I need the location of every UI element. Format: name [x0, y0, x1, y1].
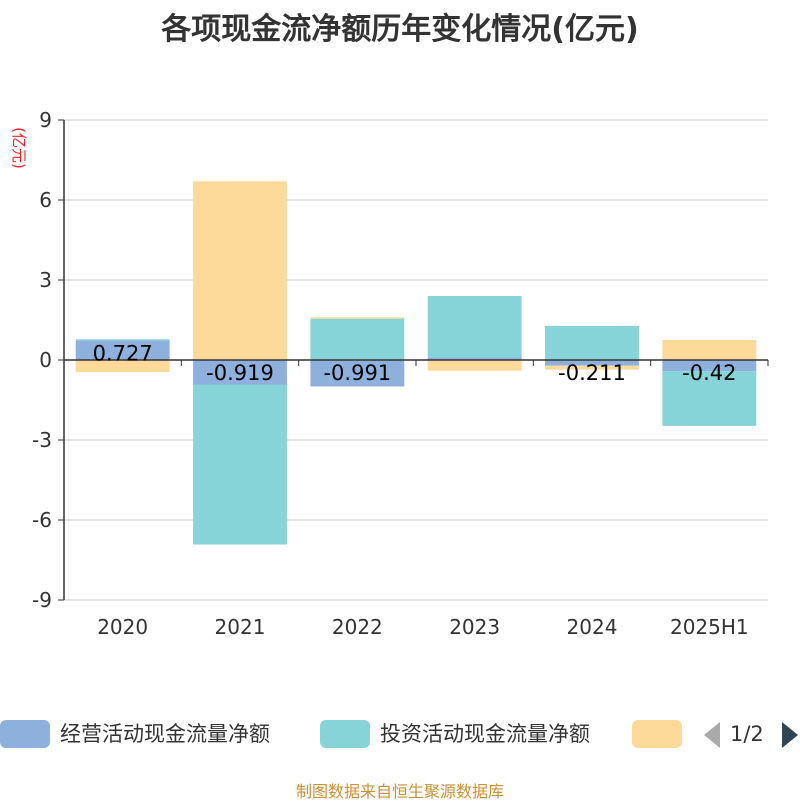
bar: [427, 296, 522, 358]
bar: [75, 339, 170, 341]
legend: 经营活动现金流量净额 投资活动现金流量净额 1/2: [0, 712, 800, 756]
bar: [75, 340, 170, 360]
source-note: 制图数据来自恒生聚源数据库: [295, 782, 504, 801]
bar: [193, 181, 287, 360]
legend-page-indicator: 1/2: [730, 722, 764, 746]
y-axis-unit-label: (亿元): [10, 127, 28, 169]
x-tick-label: 2023: [449, 615, 500, 639]
y-tick-label: 3: [39, 268, 52, 292]
legend-label: 投资活动现金流量净额: [380, 722, 590, 746]
axes: [58, 119, 769, 601]
y-tick-label: -6: [32, 508, 52, 532]
bar: [310, 317, 405, 319]
y-tick-label: 9: [39, 108, 52, 132]
bar: [310, 318, 405, 360]
bar: [427, 357, 522, 360]
tick-labels: 9 6 3 0 -3 -6 -9 2020 2021 2022 2023 2024 2025H1: [32, 108, 749, 639]
x-tick-label: 2022: [332, 615, 383, 639]
bar: [193, 384, 287, 545]
data-label: 0.727: [93, 342, 153, 366]
chart-svg: 9 6 3 0 -3 -6 -9 2020 2021 2022 2023 2024 2025H1 0.7…: [10, 108, 769, 639]
y-tick-label: 0: [39, 348, 52, 372]
chart-title: 各项现金流净额历年变化情况(亿元): [161, 12, 639, 47]
legend-next-page-icon[interactable]: [782, 722, 798, 748]
bar: [427, 360, 522, 371]
bar: [545, 360, 639, 366]
bar: [310, 360, 405, 387]
legend-swatch: [0, 720, 50, 748]
y-tick-label: -9: [32, 588, 52, 612]
data-labels: 0.727 -0.919 -0.991 -0.211 -0.42: [93, 342, 737, 385]
x-tick-label: 2024: [567, 615, 618, 639]
data-label: -0.991: [323, 361, 391, 385]
data-label: -0.42: [682, 361, 736, 385]
legend-swatch: [632, 720, 682, 748]
bars: [75, 181, 757, 545]
bar: [193, 360, 287, 385]
bar: [662, 371, 757, 426]
x-tick-label: 2025H1: [670, 615, 749, 639]
bar: [662, 340, 757, 360]
bar: [545, 365, 639, 370]
legend-prev-page-icon[interactable]: [704, 722, 720, 748]
y-tick-label: -3: [32, 428, 52, 452]
y-tick-label: 6: [39, 188, 52, 212]
x-tick-label: 2020: [97, 615, 148, 639]
data-label: -0.211: [558, 361, 626, 385]
bar: [662, 360, 757, 372]
data-label: -0.919: [206, 361, 274, 385]
bar: [75, 360, 170, 372]
legend-swatch: [320, 720, 370, 748]
bar: [545, 325, 639, 360]
x-tick-label: 2021: [215, 615, 266, 639]
legend-label: 经营活动现金流量净额: [60, 722, 270, 746]
